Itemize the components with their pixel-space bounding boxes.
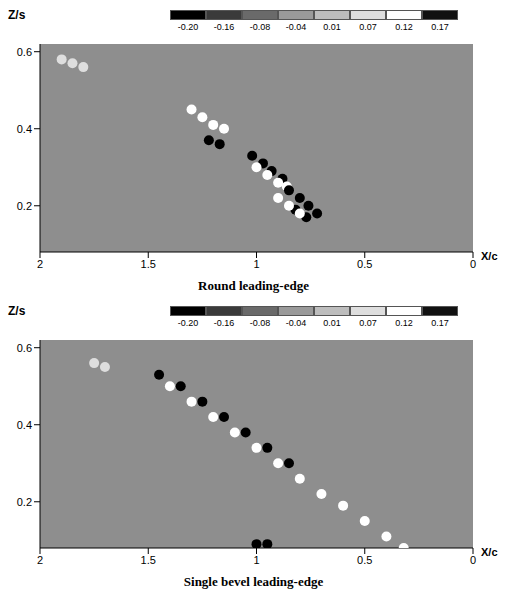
html-text:X/c: X/c: [481, 546, 498, 558]
svg-text:0: 0: [470, 554, 476, 566]
svg-text:0.4: 0.4: [17, 419, 32, 431]
html-text:0.17: 0.17: [431, 22, 449, 32]
html-text:-0.04: -0.04: [285, 318, 307, 328]
html-text:Single bevel leading-edge: Single bevel leading-edge: [183, 574, 324, 589]
svg-text:0.5: 0.5: [357, 554, 372, 566]
html-text:0.12: 0.12: [395, 318, 413, 328]
html-text:0.07: 0.07: [359, 318, 377, 328]
html-text:-0.20: -0.20: [177, 22, 199, 32]
html-text:-0.08: -0.08: [249, 318, 271, 328]
html-text:-0.04: -0.04: [285, 22, 307, 32]
svg-text:0.2: 0.2: [17, 496, 32, 508]
svg-text:0.5: 0.5: [357, 258, 372, 270]
svg-text:1.5: 1.5: [141, 258, 156, 270]
svg-text:2: 2: [37, 554, 43, 566]
html-text:-0.20: -0.20: [177, 318, 199, 328]
svg-text:0.2: 0.2: [17, 200, 32, 212]
html-text:0.01: 0.01: [323, 318, 341, 328]
svg-text:0.6: 0.6: [17, 46, 32, 58]
svg-text:2: 2: [37, 258, 43, 270]
html-text:-0.16: -0.16: [213, 318, 235, 328]
html-text:0.12: 0.12: [395, 22, 413, 32]
html-text:0.17: 0.17: [431, 318, 449, 328]
html-text:Z/s: Z/s: [8, 304, 26, 318]
html-text:-0.08: -0.08: [249, 22, 271, 32]
svg-text:0: 0: [470, 258, 476, 270]
html-text:X/c: X/c: [481, 250, 498, 262]
svg-text:0.6: 0.6: [17, 342, 32, 354]
svg-text:0.4: 0.4: [17, 123, 32, 135]
html-text:Z/s: Z/s: [8, 8, 26, 22]
html-text:Round leading-edge: Round leading-edge: [198, 278, 309, 293]
svg-text:1: 1: [253, 258, 259, 270]
html-text:0.07: 0.07: [359, 22, 377, 32]
svg-text:1.5: 1.5: [141, 554, 156, 566]
html-text:0.01: 0.01: [323, 22, 341, 32]
html-text:-0.16: -0.16: [213, 22, 235, 32]
svg-text:1: 1: [253, 554, 259, 566]
